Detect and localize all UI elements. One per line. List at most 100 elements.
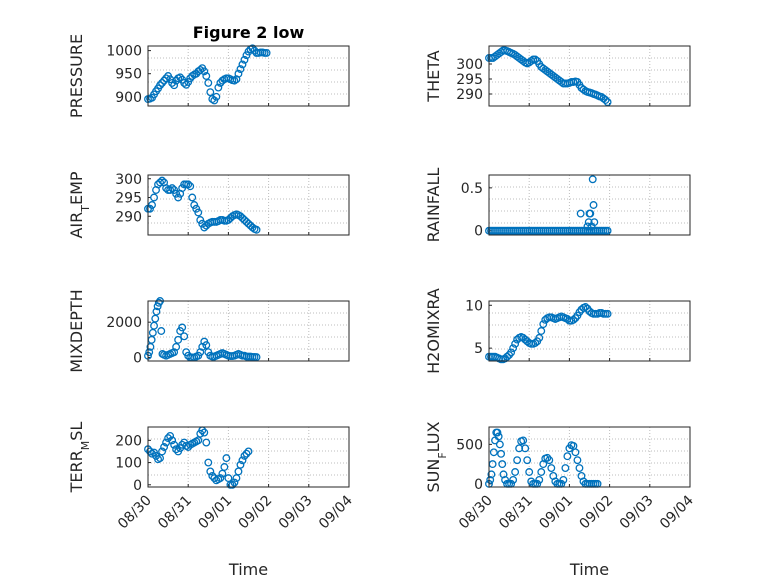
- axes-box: [488, 300, 691, 362]
- y-axis-label: RAINFALL: [424, 168, 443, 243]
- data-point: [212, 92, 221, 101]
- data-point: [603, 309, 612, 318]
- y-tick-label: 900: [115, 90, 142, 106]
- data-point: [160, 443, 169, 451]
- data-point: [561, 464, 570, 473]
- data-point: [188, 72, 197, 80]
- subplot-4: 0 0.5 RAINFALL: [424, 168, 691, 243]
- data-point: [513, 456, 522, 465]
- data-point: [590, 218, 599, 227]
- y-axis-label-subscript: T: [79, 205, 92, 213]
- data-point: [252, 353, 261, 362]
- data-point: [148, 201, 156, 209]
- data-point: [168, 78, 177, 87]
- data-point: [238, 456, 247, 465]
- y-tick-label: 0.5: [461, 181, 483, 197]
- subplot-1: 900 950 1000 PRESSURE Figure 2 low: [67, 23, 350, 118]
- data-point: [166, 186, 175, 194]
- data-point: [489, 448, 498, 457]
- data-point: [525, 468, 534, 476]
- axes-box: [147, 426, 350, 488]
- data-point: [230, 76, 239, 85]
- data-point: [493, 428, 502, 437]
- y-tick-label: 0: [474, 224, 483, 240]
- data-point: [172, 445, 181, 454]
- y-tick-label: 290: [456, 87, 483, 103]
- x-axis-label: Time: [569, 560, 609, 579]
- data-point: [523, 456, 532, 465]
- data-point: [172, 189, 181, 198]
- data-point: [503, 352, 512, 361]
- y-tick-label: 950: [115, 67, 142, 83]
- data-point: [228, 480, 237, 489]
- data-point: [559, 475, 568, 484]
- data-point: [501, 475, 510, 484]
- data-point: [603, 226, 612, 235]
- data-point: [170, 440, 179, 449]
- data-point: [240, 55, 249, 64]
- data-point: [156, 178, 165, 187]
- data-point: [537, 327, 546, 335]
- data-point: [202, 72, 211, 80]
- data-point: [242, 449, 251, 458]
- data-point: [220, 463, 229, 471]
- y-tick-label: 0: [133, 350, 142, 366]
- data-point: [603, 98, 612, 107]
- data-point: [537, 468, 546, 476]
- subplot-5: 0 2000 MIXDEPTH: [67, 289, 350, 373]
- subplot-6: 5 10 H2OMIXRA: [424, 288, 691, 374]
- data-point: [196, 216, 205, 224]
- axes-box: [147, 45, 350, 107]
- data-point: [487, 470, 496, 479]
- y-tick-label: 0: [474, 477, 483, 493]
- y-tick-label: 290: [115, 209, 142, 225]
- data-point: [498, 460, 507, 469]
- data-point: [531, 55, 540, 64]
- y-tick-label: 100: [115, 456, 142, 472]
- data-point: [200, 67, 209, 76]
- data-point: [535, 475, 544, 484]
- data-point: [586, 209, 595, 218]
- y-tick-label: 10: [465, 298, 483, 314]
- data-point: [519, 436, 528, 445]
- y-tick-label: 295: [456, 72, 483, 88]
- y-axis-label-rest: SL: [67, 422, 86, 441]
- data-point: [158, 447, 167, 456]
- data-point: [150, 193, 158, 202]
- y-axis-label: PRESSURE: [67, 34, 86, 118]
- y-axis-label: H2OMIXRA: [424, 288, 443, 374]
- data-point: [573, 456, 582, 465]
- data-point: [238, 60, 247, 69]
- data-point: [208, 95, 217, 104]
- data-point: [168, 436, 177, 445]
- axes-box: [147, 300, 350, 362]
- data-point: [569, 315, 578, 324]
- data-point: [248, 223, 257, 232]
- plot-area: [148, 301, 349, 361]
- data-point: [589, 201, 598, 209]
- y-axis-label-rest: EMP: [67, 171, 86, 205]
- y-tick-label: 295: [115, 191, 142, 207]
- data-point: [535, 333, 544, 342]
- data-point: [486, 475, 495, 484]
- data-point: [499, 470, 508, 479]
- data-point: [236, 65, 245, 74]
- y-tick-label: 300: [456, 57, 483, 73]
- data-point: [208, 471, 217, 480]
- data-point: [194, 208, 203, 217]
- data-point: [145, 348, 154, 357]
- data-point: [158, 78, 167, 87]
- data-point: [168, 184, 177, 193]
- data-point: [591, 226, 600, 235]
- plot-area: [148, 175, 349, 235]
- data-point: [497, 449, 506, 458]
- data-point: [240, 451, 249, 460]
- data-point: [581, 303, 590, 311]
- data-point: [152, 307, 161, 316]
- data-point: [154, 298, 163, 307]
- data-point: [511, 468, 520, 476]
- axes-box: [147, 174, 350, 236]
- data-point: [170, 186, 179, 194]
